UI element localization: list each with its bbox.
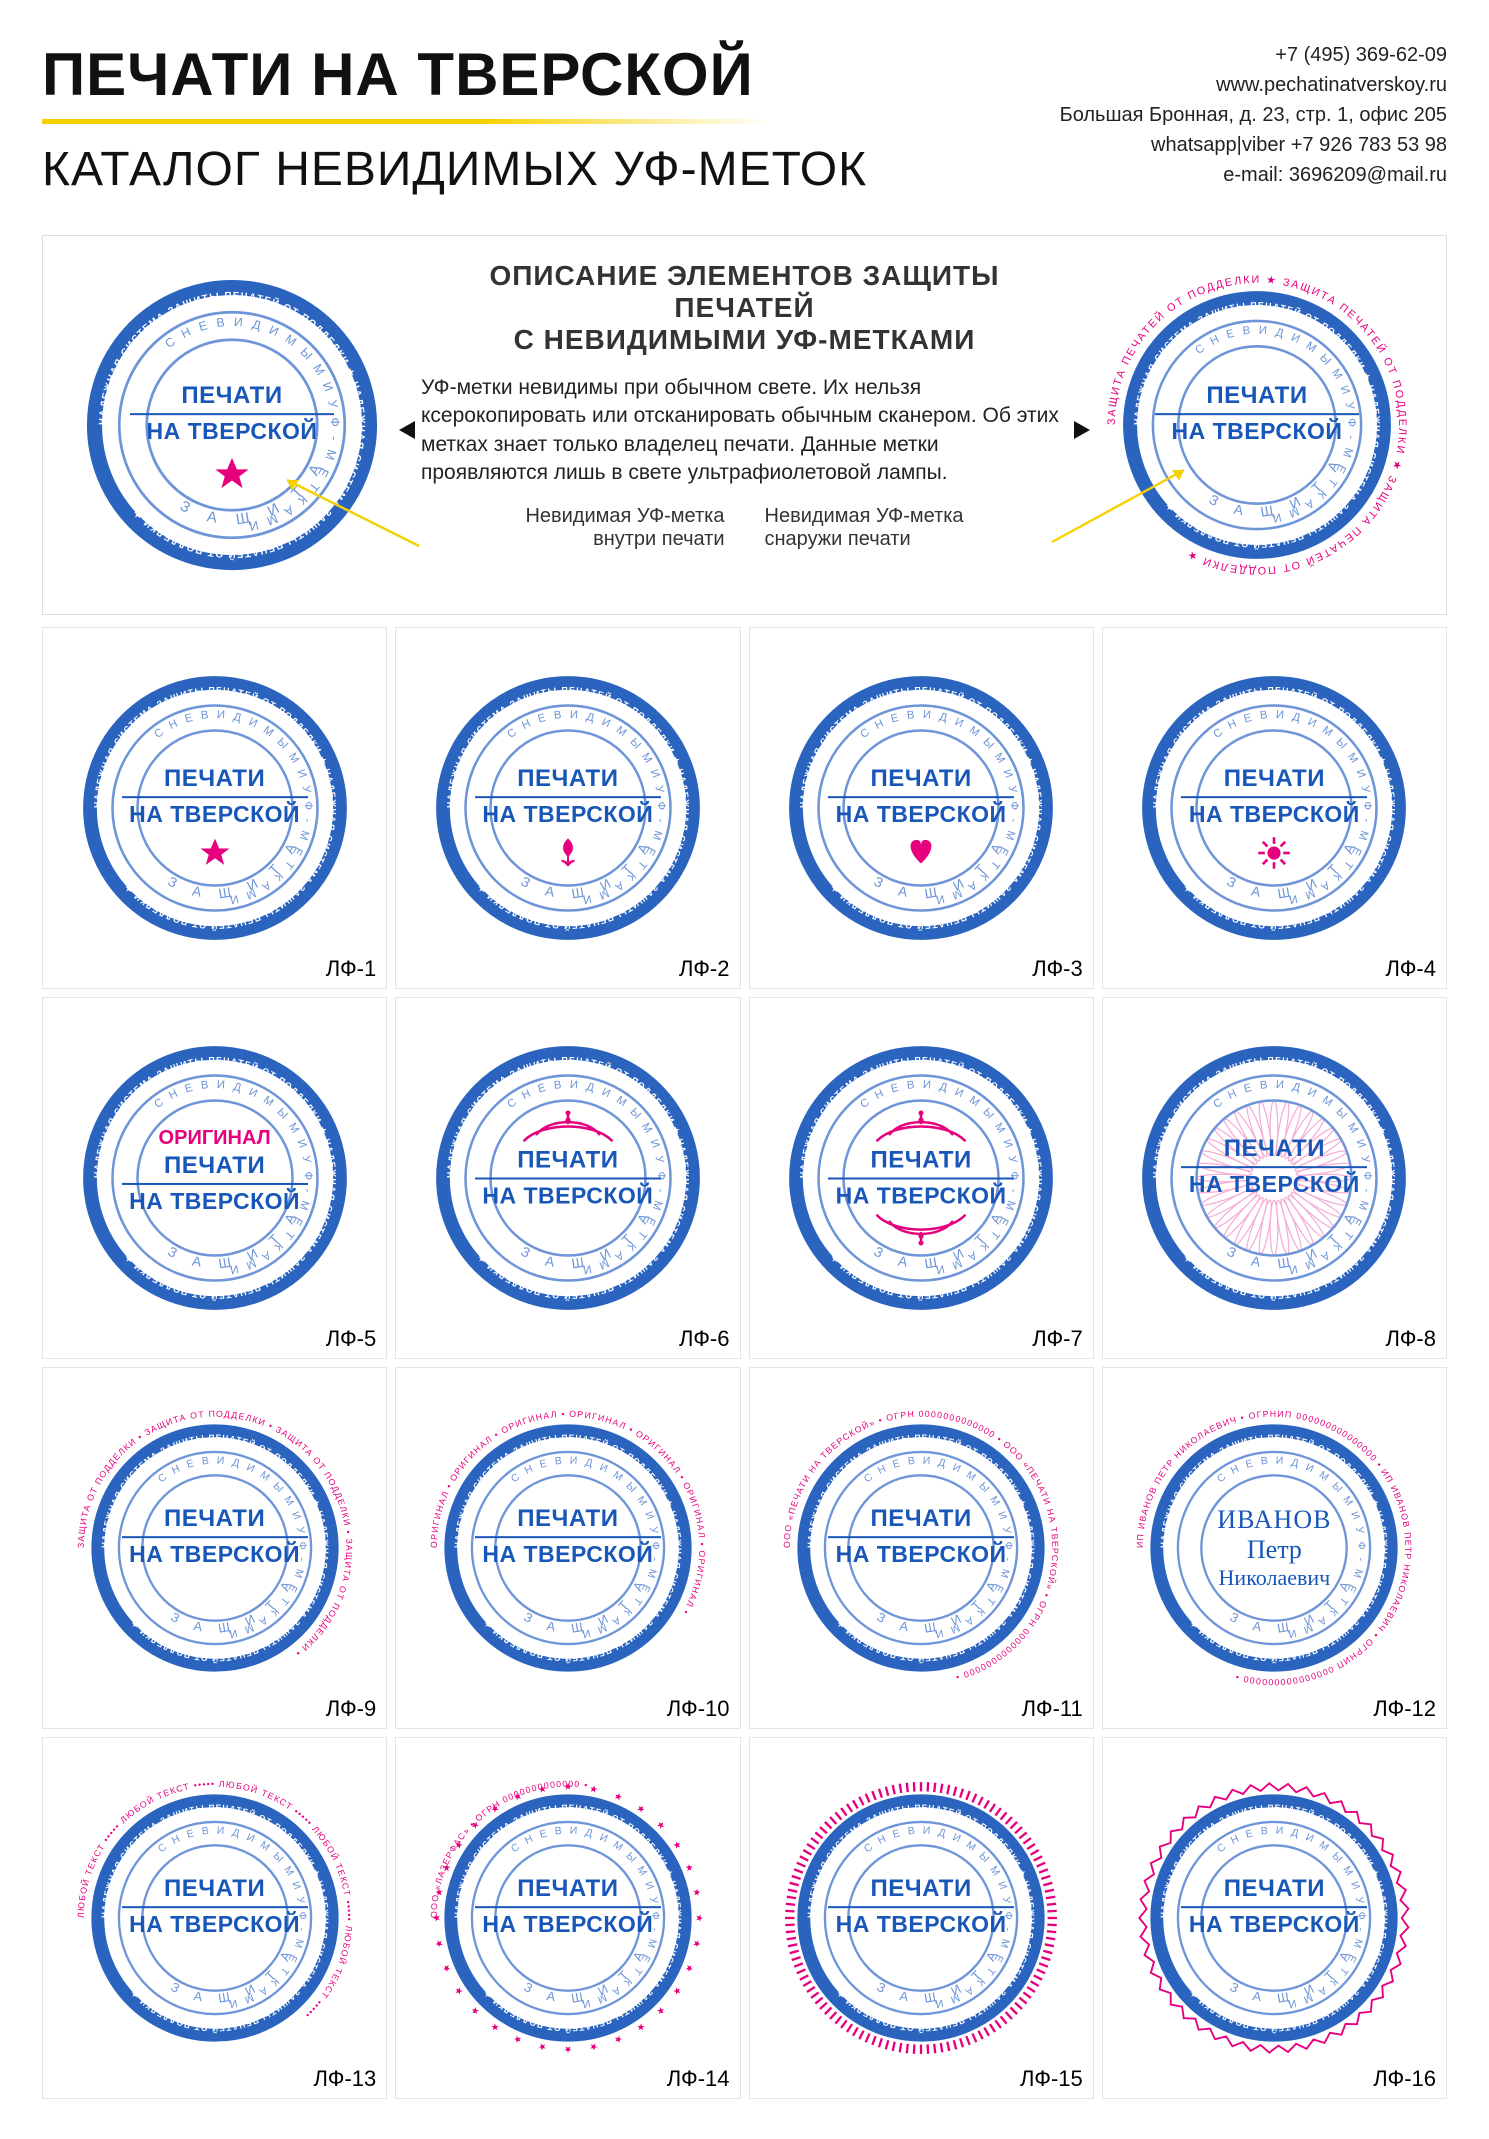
stamp-sample: ПЕЧАТИНА ТВЕРСКОЙ [771, 658, 1071, 958]
arrow-left-icon [399, 421, 415, 439]
stamp-text-line1: ПЕЧАТИ [1092, 382, 1422, 410]
stamp-code: ЛФ-4 [1386, 956, 1436, 982]
catalog-cell: ЛЮБОЙ ТЕКСТ ••••• ЛЮБОЙ ТЕКСТ ••••• ЛЮБО… [42, 1737, 387, 2099]
stamp-code: ЛФ-10 [667, 1696, 730, 1722]
stamp-sample: ПЕЧАТИНА ТВЕРСКОЙ [771, 1768, 1071, 2068]
label-outside-l2: снаружи печати [765, 528, 1069, 551]
catalog-cell: ЗАЩИТА ОТ ПОДДЕЛКИ • ЗАЩИТА ОТ ПОДДЕЛКИ … [42, 1367, 387, 1729]
stamp-text-line2: НА ТВЕРСКОЙ [1092, 418, 1422, 445]
stamp-center-text: ПЕЧАТИНА ТВЕРСКОЙ [771, 1505, 1071, 1568]
catalog-cell: ОРИГИНАЛПЕЧАТИНА ТВЕРСКОЙ ЛФ-5 [42, 997, 387, 1359]
stamp-code: ЛФ-7 [1032, 1326, 1082, 1352]
demo-stamp-uv-outside: ЗАЩИТА ПЕЧАТЕЙ ОТ ПОДДЕЛКИ ★ ЗАЩИТА ПЕЧА… [1092, 260, 1422, 590]
catalog-cell: ПЕЧАТИНА ТВЕРСКОЙ ЛФ-2 [395, 627, 740, 989]
label-inside-l1: Невидимая УФ-метка [421, 505, 725, 528]
stamp-code: ЛФ-15 [1020, 2066, 1083, 2092]
catalog-cell: ПЕЧАТИНА ТВЕРСКОЙ ЛФ-4 [1102, 627, 1447, 989]
catalog-cell: ООО «ЛАЗЕРФАС» • ОГРН 0000000000000 • ПЕ… [395, 1737, 740, 2099]
accent-rule [42, 119, 772, 124]
stamp-sample: ПЕЧАТИНА ТВЕРСКОЙ [1124, 1028, 1424, 1328]
desc-title-line1: ОПИСАНИЕ ЭЛЕМЕНТОВ ЗАЩИТЫ ПЕЧАТЕЙ [421, 260, 1068, 324]
stamp-code: ЛФ-6 [679, 1326, 729, 1352]
stamp-sample: ПЕЧАТИНА ТВЕРСКОЙ [771, 1028, 1071, 1328]
stamp-code: ЛФ-12 [1373, 1696, 1436, 1722]
contact-email: e-mail: 3696209@mail.ru [1060, 160, 1447, 190]
contact-block: +7 (495) 369-62-09 www.pechatinatverskoy… [1060, 40, 1447, 190]
catalog-cell: ПЕЧАТИНА ТВЕРСКОЙ ЛФ-3 [749, 627, 1094, 989]
arrow-right-icon [1074, 421, 1090, 439]
catalog-cell: ПЕЧАТИНА ТВЕРСКОЙ ЛФ-6 [395, 997, 740, 1359]
label-outside-l1: Невидимая УФ-метка [765, 505, 1069, 528]
catalog-grid: ПЕЧАТИНА ТВЕРСКОЙ ЛФ-1 ПЕЧАТИНА ТВЕРСКОЙ… [42, 627, 1447, 2099]
stamp-text-line1: ПЕЧАТИ [67, 382, 397, 410]
stamp-sample: ЗАЩИТА ОТ ПОДДЕЛКИ • ЗАЩИТА ОТ ПОДДЕЛКИ … [65, 1398, 365, 1698]
contact-address: Большая Бронная, д. 23, стр. 1, офис 205 [1060, 100, 1447, 130]
contact-site: www.pechatinatverskoy.ru [1060, 70, 1447, 100]
stamp-sample: ООО «ЛАЗЕРФАС» • ОГРН 0000000000000 • ПЕ… [418, 1768, 718, 2068]
stamp-code: ЛФ-13 [314, 2066, 377, 2092]
stamp-code: ЛФ-9 [326, 1696, 376, 1722]
stamp-center-text: ПЕЧАТИНА ТВЕРСКОЙ [1124, 765, 1424, 828]
stamp-sample: ИП ИВАНОВ ПЕТР НИКОЛАЕВИЧ • ОГРНИП 00000… [1124, 1398, 1424, 1698]
stamp-sample: ОРИГИНАЛ • ОРИГИНАЛ • ОРИГИНАЛ • ОРИГИНА… [418, 1398, 718, 1698]
stamp-code: ЛФ-2 [679, 956, 729, 982]
stamp-sample: ПЕЧАТИНА ТВЕРСКОЙ [418, 1028, 718, 1328]
page-header: ПЕЧАТИ НА ТВЕРСКОЙ КАТАЛОГ НЕВИДИМЫХ УФ-… [42, 40, 1447, 197]
description-text: ОПИСАНИЕ ЭЛЕМЕНТОВ ЗАЩИТЫ ПЕЧАТЕЙ С НЕВИ… [421, 260, 1068, 551]
stamp-center-text: ПЕЧАТИНА ТВЕРСКОЙ [1124, 1135, 1424, 1198]
catalog-cell: ПЕЧАТИНА ТВЕРСКОЙ ЛФ-8 [1102, 997, 1447, 1359]
stamp-center-text: ПЕЧАТИНА ТВЕРСКОЙ [418, 1875, 718, 1938]
catalog-cell: ООО «ПЕЧАТИ НА ТВЕРСКОЙ» • ОГРН 00000000… [749, 1367, 1094, 1729]
stamp-sample: ПЕЧАТИНА ТВЕРСКОЙ [1124, 658, 1424, 958]
catalog-cell: ОРИГИНАЛ • ОРИГИНАЛ • ОРИГИНАЛ • ОРИГИНА… [395, 1367, 740, 1729]
stamp-sample: ПЕЧАТИНА ТВЕРСКОЙ [1124, 1768, 1424, 2068]
stamp-code: ЛФ-3 [1032, 956, 1082, 982]
catalog-cell: ПЕЧАТИНА ТВЕРСКОЙ ЛФ-1 [42, 627, 387, 989]
catalog-page: ПЕЧАТИ НА ТВЕРСКОЙ КАТАЛОГ НЕВИДИМЫХ УФ-… [0, 0, 1489, 2139]
stamp-sample: ОРИГИНАЛПЕЧАТИНА ТВЕРСКОЙ [65, 1028, 365, 1328]
catalog-cell: ИП ИВАНОВ ПЕТР НИКОЛАЕВИЧ • ОГРНИП 00000… [1102, 1367, 1447, 1729]
stamp-code: ЛФ-8 [1386, 1326, 1436, 1352]
stamp-center-text: ПЕЧАТИНА ТВЕРСКОЙ [418, 1147, 718, 1210]
demo-stamp-uv-inside: ПЕЧАТИ НА ТВЕРСКОЙ [67, 260, 397, 590]
stamp-center-text: ПЕЧАТИНА ТВЕРСКОЙ [65, 1505, 365, 1568]
stamp-code: ЛФ-5 [326, 1326, 376, 1352]
contact-phone: +7 (495) 369-62-09 [1060, 40, 1447, 70]
stamp-sample: ПЕЧАТИНА ТВЕРСКОЙ [418, 658, 718, 958]
contact-messengers: whatsapp|viber +7 926 783 53 98 [1060, 130, 1447, 160]
stamp-text-line2: НА ТВЕРСКОЙ [67, 418, 397, 445]
label-inside-l2: внутри печати [421, 528, 725, 551]
catalog-cell: ПЕЧАТИНА ТВЕРСКОЙ ЛФ-16 [1102, 1737, 1447, 2099]
stamp-code: ЛФ-14 [667, 2066, 730, 2092]
stamp-code: ЛФ-11 [1022, 1696, 1083, 1722]
stamp-center-text: ПЕЧАТИНА ТВЕРСКОЙ [65, 765, 365, 828]
stamp-center-text: ПЕЧАТИНА ТВЕРСКОЙ [418, 1505, 718, 1568]
description-panel: ПЕЧАТИ НА ТВЕРСКОЙ ОПИСАНИЕ ЭЛЕМЕНТОВ ЗА… [42, 235, 1447, 615]
stamp-code: ЛФ-1 [326, 956, 376, 982]
brand-title: ПЕЧАТИ НА ТВЕРСКОЙ [42, 40, 867, 109]
stamp-center-text: ПЕЧАТИНА ТВЕРСКОЙ [771, 1147, 1071, 1210]
stamp-sample: ПЕЧАТИНА ТВЕРСКОЙ [65, 658, 365, 958]
stamp-center-text: ОРИГИНАЛПЕЧАТИНА ТВЕРСКОЙ [65, 1127, 365, 1215]
stamp-center-text: ПЕЧАТИНА ТВЕРСКОЙ [418, 765, 718, 828]
stamp-center-text: ИВАНОВПетрНиколаевич [1124, 1505, 1424, 1591]
stamp-sample: ЛЮБОЙ ТЕКСТ ••••• ЛЮБОЙ ТЕКСТ ••••• ЛЮБО… [65, 1768, 365, 2068]
desc-body: УФ-метки невидимы при обычном свете. Их … [421, 374, 1068, 487]
catalog-cell: ПЕЧАТИНА ТВЕРСКОЙ ЛФ-7 [749, 997, 1094, 1359]
stamp-center-text: ПЕЧАТИНА ТВЕРСКОЙ [771, 1875, 1071, 1938]
header-left: ПЕЧАТИ НА ТВЕРСКОЙ КАТАЛОГ НЕВИДИМЫХ УФ-… [42, 40, 867, 197]
stamp-center-text: ПЕЧАТИНА ТВЕРСКОЙ [65, 1875, 365, 1938]
stamp-code: ЛФ-16 [1373, 2066, 1436, 2092]
catalog-subtitle: КАТАЛОГ НЕВИДИМЫХ УФ-МЕТОК [42, 142, 867, 197]
stamp-center-text: ПЕЧАТИНА ТВЕРСКОЙ [771, 765, 1071, 828]
stamp-center-text: ПЕЧАТИНА ТВЕРСКОЙ [1124, 1875, 1424, 1938]
stamp-sample: ООО «ПЕЧАТИ НА ТВЕРСКОЙ» • ОГРН 00000000… [771, 1398, 1071, 1698]
desc-title-line2: С НЕВИДИМЫМИ УФ-МЕТКАМИ [421, 324, 1068, 356]
catalog-cell: ПЕЧАТИНА ТВЕРСКОЙ ЛФ-15 [749, 1737, 1094, 2099]
